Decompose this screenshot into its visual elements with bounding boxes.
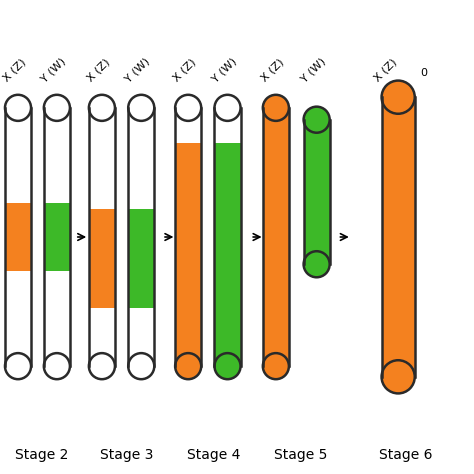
Text: Y (W): Y (W) (299, 56, 327, 84)
Ellipse shape (303, 251, 330, 277)
Bar (175, 108, 201, 366)
Bar (304, 120, 330, 264)
Text: Y (W): Y (W) (39, 56, 67, 84)
Bar (263, 108, 289, 366)
Text: Stage 5: Stage 5 (274, 448, 328, 462)
Ellipse shape (263, 353, 289, 379)
Text: Y (W): Y (W) (210, 56, 238, 84)
Ellipse shape (175, 353, 201, 379)
Ellipse shape (263, 95, 289, 121)
Ellipse shape (382, 360, 415, 393)
Text: X (Z): X (Z) (85, 57, 112, 83)
Bar (382, 97, 415, 377)
Bar (5, 108, 31, 366)
Bar (89, 209, 115, 308)
Ellipse shape (382, 360, 415, 393)
Bar (175, 108, 201, 366)
Bar (382, 97, 415, 377)
Text: X (Z): X (Z) (372, 57, 399, 83)
Ellipse shape (175, 95, 201, 121)
Ellipse shape (44, 353, 70, 379)
Bar (89, 108, 115, 366)
Ellipse shape (382, 81, 415, 114)
Text: X (Z): X (Z) (259, 57, 286, 83)
Text: Stage 2: Stage 2 (15, 448, 68, 462)
Ellipse shape (44, 95, 70, 121)
Ellipse shape (89, 95, 115, 121)
Ellipse shape (214, 353, 240, 379)
Text: X (Z): X (Z) (1, 57, 28, 83)
Ellipse shape (89, 353, 115, 379)
Text: Stage 4: Stage 4 (187, 448, 240, 462)
Ellipse shape (214, 95, 240, 121)
Ellipse shape (214, 353, 240, 379)
Text: Stage 3: Stage 3 (100, 448, 154, 462)
Ellipse shape (128, 353, 154, 379)
Bar (175, 143, 201, 366)
Bar (128, 209, 154, 308)
Bar (214, 108, 240, 366)
Bar (214, 143, 240, 366)
Ellipse shape (303, 107, 330, 133)
Text: 0: 0 (421, 68, 428, 79)
Bar (304, 120, 330, 264)
Bar (214, 108, 240, 366)
Bar (44, 108, 70, 366)
Text: Y (W): Y (W) (124, 56, 152, 84)
Ellipse shape (5, 353, 31, 379)
Ellipse shape (303, 107, 330, 133)
Ellipse shape (382, 81, 415, 114)
Bar (5, 203, 31, 271)
Text: Stage 6: Stage 6 (379, 448, 432, 462)
Text: X (Z): X (Z) (172, 57, 198, 83)
Bar (44, 203, 70, 271)
Ellipse shape (303, 251, 330, 277)
Bar (44, 108, 70, 366)
Bar (89, 108, 115, 366)
Bar (128, 108, 154, 366)
Bar (382, 97, 415, 377)
Bar (5, 108, 31, 366)
Bar (263, 108, 289, 366)
Ellipse shape (263, 353, 289, 379)
Bar (128, 108, 154, 366)
Bar (263, 108, 289, 366)
Ellipse shape (175, 353, 201, 379)
Ellipse shape (128, 95, 154, 121)
Ellipse shape (263, 95, 289, 121)
Ellipse shape (5, 95, 31, 121)
Bar (304, 120, 330, 264)
